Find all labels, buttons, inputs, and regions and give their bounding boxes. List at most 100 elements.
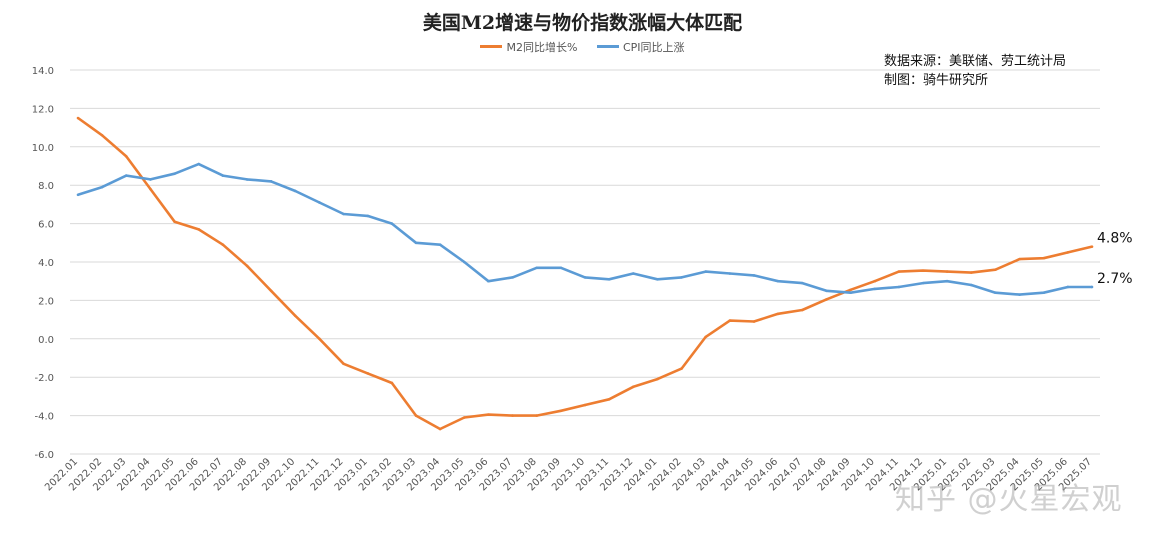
data-point-cpi [149,178,152,181]
data-point-m2 [873,279,877,283]
data-point-cpi [535,266,539,270]
legend-item-cpi: CPI同比上涨 [596,39,685,55]
data-point-cpi [366,214,370,218]
y-tick-label: 6.0 [38,220,54,231]
data-point-cpi [221,174,225,177]
data-point-m2 [825,298,828,301]
gridlines [70,69,1100,455]
series-line-cpi [77,162,1092,296]
y-axis: 14.0 12.0 10.0 8.0 6.0 4.0 2.0 0.0 -2.0 -4.0 -6.0 [32,66,54,461]
data-point-cpi [438,243,442,247]
data-point-cpi [776,279,780,283]
data-point-m2 [776,312,780,316]
y-tick-label: 0.0 [38,335,54,346]
data-point-cpi [245,178,249,181]
data-point-m2 [124,155,128,158]
data-point-m2 [583,403,587,407]
data-point-m2 [897,270,901,273]
data-point-m2 [559,409,563,413]
data-point-cpi [873,287,877,291]
data-point-m2 [680,367,683,370]
data-point-m2 [149,187,152,191]
data-point-m2 [631,385,635,389]
data-point-cpi [680,276,683,279]
data-point-cpi [293,189,297,193]
data-point-m2 [173,220,176,223]
data-point-m2 [1018,257,1021,261]
data-point-m2 [1066,251,1070,254]
data-point-m2 [656,377,659,381]
source-line: 数据来源：美联储、劳工统计局 [884,54,1067,69]
data-point-m2 [921,269,925,272]
data-point-cpi [752,274,756,277]
data-point-cpi [511,276,514,279]
data-point-m2 [366,372,370,375]
data-point-m2 [1042,256,1046,260]
watermark: 知乎 @火星宏观 [895,482,1123,517]
data-point-m2 [849,288,852,292]
data-point-m2 [535,414,539,417]
end-label-cpi: 2.7% [1097,271,1133,287]
y-tick-label: 12.0 [32,104,54,115]
y-tick-label: 8.0 [38,181,54,192]
data-point-cpi [945,279,949,283]
data-point-cpi [800,281,804,285]
data-point-m2 [511,414,514,417]
data-point-cpi [342,212,345,216]
legend-swatch-m2 [480,45,503,48]
y-tick-label: -6.0 [34,450,54,461]
data-point-cpi [1042,291,1046,295]
data-point-cpi [390,222,394,225]
data-point-m2 [414,414,418,417]
y-tick-label: 4.0 [38,258,54,269]
data-point-cpi [462,260,466,264]
data-point-cpi [487,279,490,283]
data-point-m2 [318,337,321,341]
data-point-cpi [76,193,80,197]
data-point-m2 [293,314,297,318]
data-point-cpi [921,281,925,285]
y-tick-label: -4.0 [34,412,54,423]
data-point-cpi [849,291,852,295]
data-point-m2 [197,228,201,231]
data-point-cpi [656,277,659,281]
data-point-cpi [197,162,201,166]
series-line-m2 [77,116,1093,431]
data-point-m2 [800,308,804,312]
y-tick-label: 2.0 [38,296,54,307]
data-point-cpi [414,241,418,245]
data-point-m2 [245,264,249,268]
data-point-m2 [728,319,732,322]
source-note: 数据来源：美联储、劳工统计局 制图：骑牛研究所 [884,52,1066,90]
series-lines [76,116,1094,431]
chart-title: 美国M2增速与物价指数涨幅大体匹配 [422,12,743,34]
data-point-m2 [752,320,756,323]
y-tick-label: 14.0 [32,66,54,77]
data-point-m2 [704,335,708,339]
end-label-m2: 4.8% [1097,231,1133,247]
data-point-m2 [76,116,80,120]
legend: M2同比增长% CPI同比上涨 [0,38,1165,55]
data-point-cpi [994,291,997,295]
data-point-cpi [897,285,901,289]
data-point-cpi [704,270,708,273]
data-point-m2 [462,416,466,419]
data-point-m2 [487,413,490,416]
data-point-m2 [438,427,442,431]
data-point-cpi [607,277,611,281]
data-point-cpi [583,276,587,279]
data-point-m2 [1090,245,1094,248]
end-labels: 4.8% 2.7% [1097,231,1133,287]
y-tick-label: -2.0 [34,373,54,384]
data-point-m2 [969,271,973,274]
data-point-m2 [390,381,394,385]
legend-label-m2: M2同比增长% [506,40,578,54]
data-point-m2 [269,289,273,293]
y-tick-label: 10.0 [32,143,54,154]
data-point-cpi [1066,285,1070,289]
data-point-cpi [631,272,635,275]
data-point-cpi [173,172,176,175]
legend-item-m2: M2同比增长% [480,39,577,55]
legend-label-cpi: CPI同比上涨 [622,40,685,54]
data-point-cpi [825,289,828,293]
